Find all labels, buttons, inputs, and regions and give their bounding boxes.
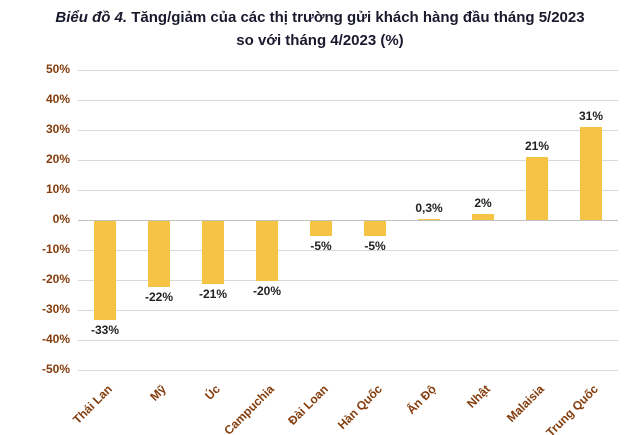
bar-4 (310, 221, 332, 236)
y-tick-label: 20% (45, 152, 70, 166)
bar-5 (364, 221, 386, 236)
bar-8 (526, 157, 548, 220)
bar-value-label: -5% (364, 239, 386, 253)
chart-title-prefix: Biểu đồ 4. (55, 9, 128, 26)
plot-area: -33% -22% -21% -20% -5% -5% 0,3% 2% 21% 31% (78, 70, 618, 371)
gridline (78, 370, 618, 371)
bar-3 (256, 221, 278, 281)
gridline (78, 220, 618, 221)
gridline (78, 130, 618, 131)
bar-value-label: 21% (524, 139, 550, 153)
x-axis: Thái Lan Mỹ Úc Campuchia Đài Loan Hàn Quốc Ấn … (70, 372, 618, 435)
gridline (78, 250, 618, 251)
bar-value-label: -33% (90, 323, 119, 337)
y-tick-label: 0% (52, 212, 70, 226)
gridline (78, 340, 618, 341)
y-tick-label: -20% (41, 272, 70, 286)
gridline (78, 310, 618, 311)
bar-1 (148, 221, 170, 287)
bar-7 (472, 214, 494, 220)
y-tick-label: -10% (41, 242, 70, 256)
bar-9 (580, 127, 602, 220)
chart-title-line1-rest: Tăng/giảm của các thị trường gửi khách h… (127, 9, 585, 26)
gridline (78, 160, 618, 161)
y-tick-label: 10% (45, 182, 70, 196)
bar-value-label: 31% (578, 109, 604, 123)
y-axis: 50% 40% 30% 20% 10% 0% -10% -20% -30% -40% -50% (18, 62, 70, 376)
y-tick-label: 50% (45, 62, 70, 76)
bar-value-label: -21% (198, 287, 227, 301)
gridline (78, 100, 618, 101)
y-tick-label: -40% (41, 332, 70, 346)
bar-value-label: -5% (310, 239, 332, 253)
chart-title-line2: so với tháng 4/2023 (%) (236, 31, 404, 49)
chart-title-line1: Biểu đồ 4. Tăng/giảm của các thị trường … (10, 7, 630, 30)
bar-2 (202, 221, 224, 284)
y-tick-label: 40% (45, 92, 70, 106)
x-category-label: Thái Lan (70, 382, 115, 427)
gridline (78, 280, 618, 281)
y-tick-label: -30% (41, 302, 70, 316)
bar-value-label: -22% (144, 290, 173, 304)
bar-value-label: -20% (252, 284, 281, 298)
gridline (78, 70, 618, 71)
bar-6 (418, 219, 440, 221)
bar-value-label: 0,3% (415, 201, 443, 216)
bar-value-label: 2% (474, 196, 492, 210)
chart-title: Biểu đồ 4. Tăng/giảm của các thị trường … (10, 7, 630, 52)
bar-0 (94, 221, 116, 320)
gridline (78, 190, 618, 191)
y-tick-label: 30% (45, 122, 70, 136)
y-tick-label: -50% (41, 362, 70, 376)
